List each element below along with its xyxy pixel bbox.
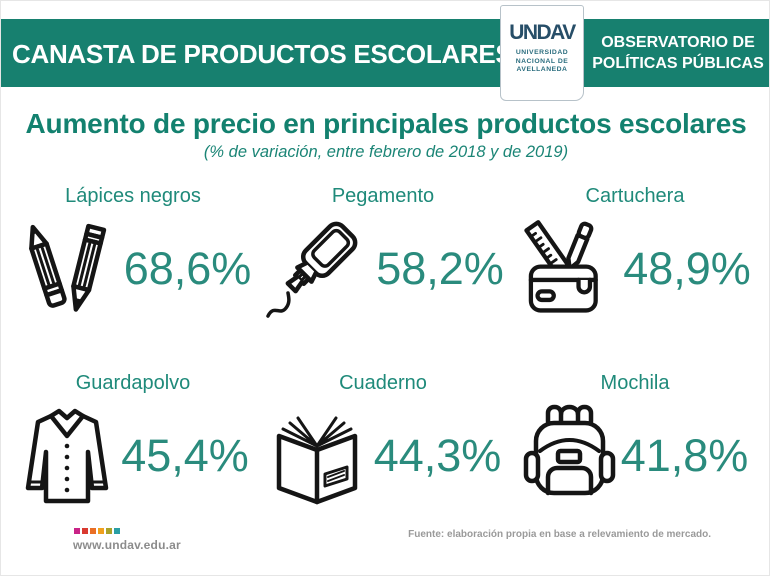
brand-dot: [106, 528, 112, 534]
product-label: Pegamento: [331, 185, 435, 207]
page-subtitle: (% de variación, entre febrero de 2018 y…: [203, 143, 569, 161]
undav-logo: UNDAV UNIVERSIDAD NACIONAL DE AVELLANEDA: [500, 5, 584, 101]
backpack-icon: [522, 401, 617, 511]
header-title: CANASTA DE PRODUCTOS ESCOLARES: [12, 39, 513, 69]
product-label: Cartuchera: [585, 185, 685, 207]
observatory-line1: OBSERVATORIO DE: [601, 34, 755, 51]
product-value: 48,9%: [623, 243, 751, 294]
product-value: 45,4%: [121, 430, 249, 481]
notebook-icon: [265, 406, 370, 506]
logo-sub-line2: NACIONAL DE: [515, 57, 569, 65]
product-label: Cuaderno: [339, 372, 427, 394]
logo-sub-line1: UNIVERSIDAD: [515, 49, 569, 56]
brand-dot: [114, 528, 120, 534]
product-label: Mochila: [600, 372, 670, 394]
product-card-lapices: Lápices negros: [9, 185, 257, 330]
website-url: www.undav.edu.ar: [73, 538, 181, 552]
product-card-guardapolvo: Guardapolvo 45,4%: [9, 372, 257, 517]
header-band: [1, 19, 769, 87]
product-value: 68,6%: [123, 243, 252, 294]
product-value: 58,2%: [376, 243, 504, 294]
brand-color-dots: [74, 528, 120, 534]
product-label: Lápices negros: [65, 185, 201, 207]
glue-icon: [262, 214, 372, 324]
logo-sub-line3: AVELLANEDA: [516, 66, 568, 73]
product-card-cartuchera: Cartuchera 48,9%: [507, 185, 763, 330]
product-card-pegamento: Pegamento 58,2%: [259, 185, 507, 330]
pencil-case-icon: [519, 219, 619, 319]
page-title: Aumento de precio en principales product…: [25, 108, 747, 139]
brand-dot: [98, 528, 104, 534]
undav-logo-subtext: UNIVERSIDAD NACIONAL DE AVELLANEDA: [501, 49, 583, 75]
product-value: 44,3%: [373, 430, 502, 481]
undav-logotype: UNDAV: [509, 21, 576, 44]
smock-icon: [17, 404, 117, 509]
product-label: Guardapolvo: [75, 372, 191, 394]
brand-dot: [74, 528, 80, 534]
product-value: 41,8%: [620, 430, 749, 481]
observatory-title: OBSERVATORIO DE POLÍTICAS PÚBLICAS: [590, 32, 766, 74]
product-card-cuaderno: Cuaderno 44,3%: [259, 372, 507, 517]
observatory-line2: POLÍTICAS PÚBLICAS: [592, 55, 764, 72]
brand-dot: [90, 528, 96, 534]
product-card-mochila: Mochila 41,8%: [507, 372, 763, 517]
source-note: Fuente: elaboración propia en base a rel…: [408, 529, 711, 540]
pencils-icon: [15, 219, 120, 319]
brand-dot: [82, 528, 88, 534]
